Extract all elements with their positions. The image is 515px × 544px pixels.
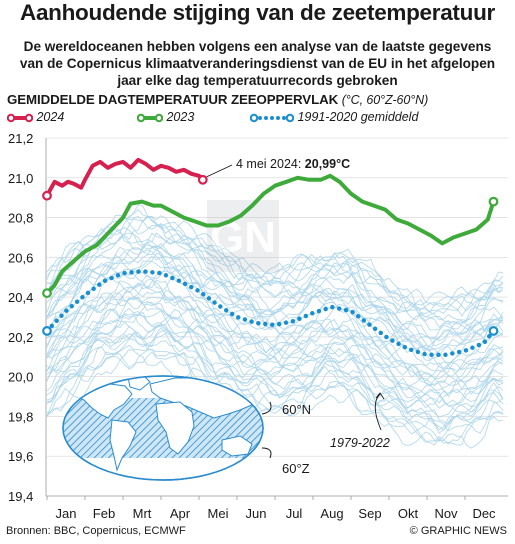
subtitle-line-3: jaar elke dag temperatuurrecords gebroke…	[117, 73, 398, 88]
range-annotation: 1979-2022	[330, 436, 390, 450]
historical-year-line	[46, 279, 504, 380]
series-2023-line	[45, 173, 496, 295]
y-tick-label: 19,4	[8, 489, 33, 504]
legend-average: 1991-2020 gemiddeld	[249, 110, 419, 124]
y-tick-label: 21,0	[8, 171, 33, 186]
range-pointer-arrow	[375, 392, 385, 400]
historical-year-line	[46, 274, 504, 382]
historical-lines	[46, 204, 504, 449]
legend-2023: 2023	[136, 110, 195, 124]
historical-year-line	[46, 215, 504, 321]
historical-year-line	[46, 242, 504, 347]
historical-year-line	[46, 309, 504, 408]
series-2024-start-marker	[42, 190, 52, 201]
x-tick-label: Sep	[358, 506, 381, 521]
svg-text:GN: GN	[210, 213, 276, 262]
series-2024-line	[45, 157, 205, 197]
series-average-end-marker	[488, 326, 499, 336]
historical-year-line	[46, 307, 504, 409]
series-2024-end-marker	[197, 174, 208, 185]
series-2023-start-marker	[42, 288, 52, 299]
subtitle-line-1: De wereldoceanen hebben volgens een anal…	[23, 39, 492, 54]
series-average-start-marker	[42, 326, 52, 336]
y-tick-label: 19,6	[8, 449, 33, 464]
historical-year-line	[46, 301, 504, 409]
historical-year-line	[46, 332, 504, 442]
chart-title: Aanhoudende stijging van de zeetemperatu…	[20, 0, 495, 25]
y-tick-label: 20,8	[8, 211, 33, 226]
legend-2024-swatch	[6, 113, 34, 122]
chart-heading-units: (°C, 60°Z-60°N)	[341, 93, 429, 107]
legend-2023-label: 2023	[166, 110, 195, 124]
record-annotation: 4 mei 2024: 20,99°C	[236, 157, 350, 171]
x-tick-label: Jul	[286, 506, 303, 521]
historical-year-line	[46, 292, 504, 386]
record-annotation-value: 20,99°C	[305, 157, 350, 171]
historical-year-line	[46, 321, 504, 418]
series-average-line	[44, 269, 496, 358]
historical-year-line	[46, 324, 504, 431]
x-tick-label: Feb	[93, 506, 115, 521]
map-label-south: 60°Z	[282, 461, 310, 476]
x-tick-label: Aug	[320, 506, 343, 521]
historical-year-line	[46, 232, 503, 331]
series-endpoints	[42, 174, 499, 336]
map-south-pointer	[261, 447, 272, 459]
map-australia	[221, 435, 253, 457]
brand-credit: © GRAPHIC NEWS	[409, 525, 507, 537]
chart-subtitle: De wereldoceanen hebben volgens een anal…	[0, 38, 515, 89]
legend-2024: 2024	[6, 110, 65, 124]
x-tick-label: Dec	[472, 506, 496, 521]
legend-2023-swatch	[136, 113, 164, 122]
historical-year-line	[46, 329, 504, 431]
legend-average-swatch	[249, 113, 295, 122]
map-north-pointer	[261, 401, 272, 415]
historical-year-line	[46, 351, 504, 446]
y-tick-label: 20,2	[8, 330, 33, 345]
y-tick-label: 20,4	[8, 290, 33, 305]
y-tick-label: 20,6	[8, 250, 33, 265]
historical-year-line	[46, 280, 504, 383]
x-tick-label: Mrt	[133, 506, 152, 521]
y-tick-label: 20,0	[8, 370, 33, 385]
x-tick-label: Mei	[208, 506, 229, 521]
historical-year-line	[46, 348, 504, 449]
historical-year-line	[46, 215, 504, 318]
map-south-america	[109, 419, 137, 472]
x-tick-labels: Jan Feb Mrt Apr Mei Jun Jul Aug Sep Okt Nov Dec	[46, 496, 496, 521]
record-annotation-date: 4 mei 2024:	[236, 157, 305, 171]
historical-year-line	[46, 246, 504, 342]
historical-year-line	[46, 348, 504, 445]
source-credit: Bronnen: BBC, Copernicus, ECMWF	[6, 525, 186, 537]
y-tick-label: 19,8	[8, 409, 33, 424]
x-tick-label: Nov	[434, 506, 458, 521]
watermark-logo: GN	[207, 200, 279, 272]
historical-year-line	[46, 278, 504, 388]
x-tick-label: Apr	[170, 506, 191, 521]
x-tick-label: Jan	[56, 506, 77, 521]
y-tick-labels: 19,4 19,6 19,8 20,0 20,2 20,4 20,6 20,8 21,0 21,2	[8, 131, 33, 504]
historical-year-line	[46, 252, 504, 361]
historical-year-line	[46, 208, 504, 311]
legend-average-label: 1991-2020 gemiddeld	[297, 110, 419, 124]
chart-heading-title: GEMIDDELDE DAGTEMPERATUUR ZEEOPPERVLAK	[7, 92, 339, 107]
x-tick-label: Okt	[398, 506, 419, 521]
record-leader-line	[206, 164, 233, 178]
series-2023-end-marker	[488, 196, 499, 207]
map-label-north: 60°N	[282, 402, 311, 417]
legend-2024-label: 2024	[36, 110, 65, 124]
x-tick-label: Jun	[246, 506, 267, 521]
world-map: 60°N 60°Z	[62, 375, 311, 481]
historical-year-line	[46, 226, 504, 321]
historical-year-line	[46, 297, 504, 399]
subtitle-line-2: van de Copernicus klimaatveranderingsdie…	[19, 56, 496, 71]
chart-heading: GEMIDDELDE DAGTEMPERATUUR ZEEOPPERVLAK (…	[7, 92, 428, 107]
historical-year-line	[46, 327, 504, 434]
historical-year-line	[46, 308, 504, 408]
y-tick-label: 21,2	[8, 131, 33, 146]
map-africa	[155, 401, 195, 455]
range-pointer	[374, 393, 382, 431]
historical-year-line	[46, 325, 504, 425]
